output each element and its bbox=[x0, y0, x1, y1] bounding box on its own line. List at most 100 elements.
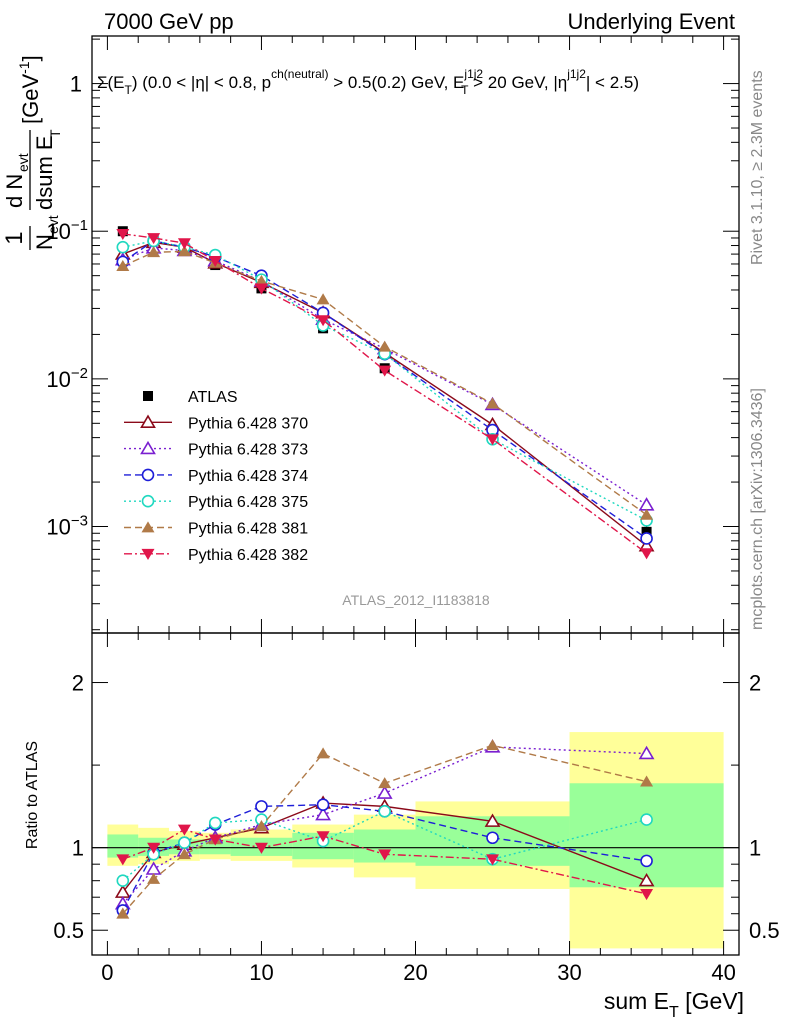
ratio-y-tick-label: 2 bbox=[72, 671, 84, 696]
ratio-point bbox=[316, 798, 330, 812]
header-left: 7000 GeV pp bbox=[104, 9, 234, 34]
ratio-point bbox=[254, 842, 268, 854]
legend-marker bbox=[141, 521, 155, 533]
y-tick-label: 10−1 bbox=[46, 217, 88, 244]
y-title-denominator-2: dsum E bbox=[32, 135, 57, 210]
data-point bbox=[640, 508, 654, 520]
series-6 bbox=[116, 228, 654, 560]
y-title-sub: T bbox=[47, 129, 63, 138]
legend-marker bbox=[140, 414, 156, 428]
ratio-y-tick-label: 1 bbox=[72, 836, 84, 861]
ratio-series-5 bbox=[116, 824, 654, 901]
ratio-point bbox=[116, 874, 130, 887]
legend-entry: Pythia 6.428 382 bbox=[124, 547, 308, 564]
data-point bbox=[254, 283, 268, 295]
ratio-point bbox=[114, 884, 131, 898]
band-inner bbox=[107, 834, 139, 858]
y-title-denominator-1: N bbox=[32, 234, 57, 250]
x-tick-label: 0 bbox=[101, 960, 113, 985]
y-tick-label: 1 bbox=[70, 72, 82, 97]
legend-entry: Pythia 6.428 381 bbox=[124, 521, 308, 538]
ratio-point bbox=[116, 854, 130, 866]
data-point bbox=[208, 255, 222, 268]
y-tick-label: 10−3 bbox=[46, 513, 88, 540]
rivet-label: Rivet 3.1.10, ≥ 2.3M events bbox=[749, 70, 766, 265]
y-title-numerator-2: d N bbox=[2, 174, 27, 208]
ratio-point bbox=[177, 848, 191, 860]
ratio-uncertainty-bands bbox=[92, 732, 739, 949]
ratio-point bbox=[147, 872, 161, 884]
ratio-point bbox=[378, 849, 392, 861]
ratio-point bbox=[378, 805, 391, 818]
ratio-line bbox=[122, 804, 647, 911]
ratio-point bbox=[486, 854, 500, 866]
data-point bbox=[638, 497, 655, 511]
ratio-point bbox=[640, 813, 653, 826]
ratio-series-4 bbox=[116, 739, 654, 919]
ratio-point bbox=[208, 834, 222, 846]
legend-entry: Pythia 6.428 374 bbox=[124, 468, 308, 485]
legend-marker bbox=[143, 391, 153, 401]
header-right: Underlying Event bbox=[567, 9, 735, 34]
ratio-point bbox=[315, 806, 331, 821]
legend-label: Pythia 6.428 381 bbox=[188, 521, 308, 538]
data-point bbox=[640, 548, 654, 560]
ratio-point bbox=[145, 861, 162, 875]
ratio-y-tick-label: 0.5 bbox=[53, 918, 84, 943]
ratio-point bbox=[255, 800, 268, 813]
axes: 0 10 20 30 40 10−3 10−2 10−1 1 0.5 0.5 1 1 2 2 sum ET [… bbox=[1, 35, 780, 1021]
ratio-point bbox=[177, 824, 191, 836]
data-point bbox=[177, 245, 191, 257]
data-point bbox=[116, 259, 130, 272]
ratio-point bbox=[640, 889, 654, 901]
data-point bbox=[316, 315, 330, 327]
ratio-ylabel: Ratio to ATLAS bbox=[24, 741, 41, 849]
data-point bbox=[116, 228, 130, 241]
data-point bbox=[147, 233, 161, 245]
legend-marker bbox=[141, 468, 155, 482]
legend-marker bbox=[141, 494, 155, 508]
legend-label: Pythia 6.428 373 bbox=[188, 442, 308, 459]
x-tick-label: 10 bbox=[249, 960, 273, 985]
ratio-point bbox=[208, 816, 222, 830]
ratio-point bbox=[147, 842, 161, 854]
ratio-point bbox=[316, 747, 330, 759]
ratio-series-3 bbox=[116, 805, 653, 887]
ratio-panel-series bbox=[114, 739, 655, 919]
legend-entry: ATLAS bbox=[143, 389, 238, 406]
legend-label: Pythia 6.428 370 bbox=[188, 415, 308, 432]
ratio-point bbox=[486, 831, 499, 845]
ratio-point bbox=[484, 813, 501, 827]
data-point bbox=[316, 293, 330, 305]
ratio-point bbox=[638, 745, 655, 760]
data-point bbox=[116, 240, 130, 254]
y-tick-label: 10−2 bbox=[46, 365, 88, 392]
data-point bbox=[641, 526, 652, 537]
main-panel-series bbox=[114, 226, 655, 560]
legend-entry: Pythia 6.428 370 bbox=[124, 414, 308, 432]
legend-label: ATLAS bbox=[188, 389, 238, 406]
ratio-y-tick-label-right: 0.5 bbox=[749, 918, 780, 943]
ratio-y-tick-label-right: 1 bbox=[749, 836, 761, 861]
legend: ATLAS Pythia 6.428 370 Pythia 6.428 373 Pyt… bbox=[124, 389, 308, 564]
ratio-point bbox=[638, 872, 655, 887]
source-label: mcplots.cern.ch [arXiv:1306.3436] bbox=[749, 388, 766, 630]
data-point bbox=[378, 365, 392, 377]
y-title-sub: evt bbox=[45, 215, 61, 234]
x-tick-label: 20 bbox=[403, 960, 427, 985]
data-point bbox=[640, 532, 653, 545]
x-tick-label: 30 bbox=[557, 960, 581, 985]
legend-marker bbox=[141, 548, 155, 560]
analysis-label: ATLAS_2012_I1183818 bbox=[342, 592, 490, 608]
legend-label: Pythia 6.428 382 bbox=[188, 547, 308, 564]
ratio-point bbox=[316, 831, 330, 843]
ratio-point bbox=[640, 775, 654, 787]
x-axis-title: sum ET [GeV] bbox=[604, 988, 744, 1021]
series-5 bbox=[116, 245, 654, 520]
y-title-unit: [GeV-1] bbox=[16, 55, 43, 124]
y-title-numerator-1: 1 bbox=[1, 231, 28, 244]
y-title-sub: evt bbox=[15, 153, 31, 172]
